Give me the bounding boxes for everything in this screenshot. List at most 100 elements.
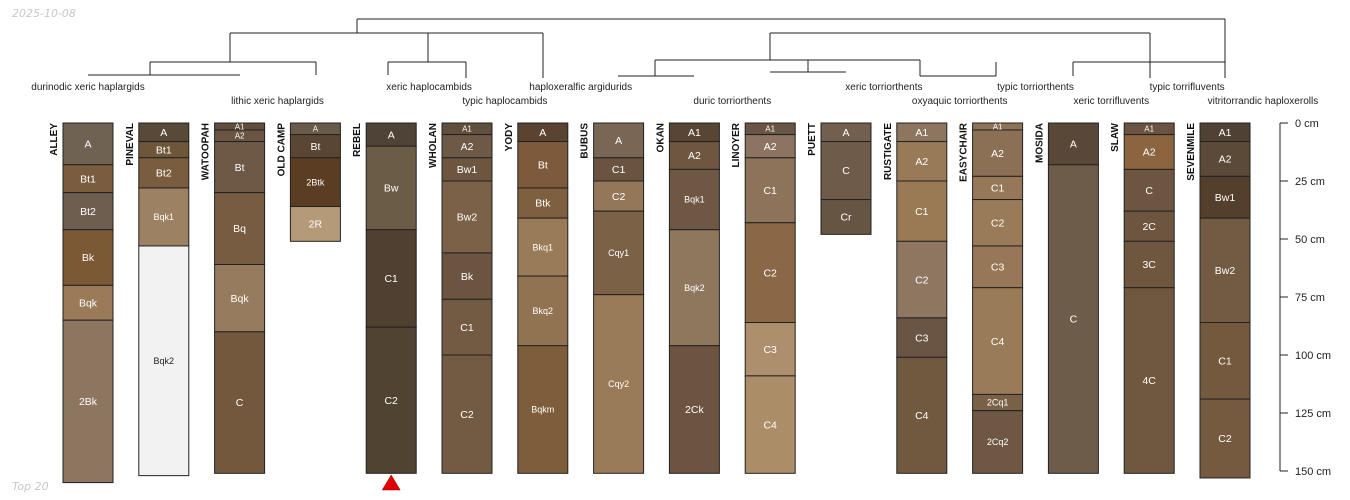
horizon [1047, 164, 1099, 474]
horizon-label: Bt [235, 162, 245, 174]
profile-name: PINEVAL [125, 123, 136, 166]
horizon-label: Bqk2 [684, 283, 705, 293]
horizon [517, 275, 569, 347]
soil-profile: A C1 C2 Cqy1 Cqy2 BUBUS [580, 122, 645, 474]
taxon-label: haploxeralfic argidurids [529, 82, 632, 93]
horizon-label: Bt [310, 141, 320, 153]
horizon [62, 164, 114, 194]
horizon [138, 157, 190, 189]
horizon-label: Bqk2 [154, 356, 175, 366]
horizon-label: Bkq1 [533, 242, 554, 252]
horizon [1123, 287, 1175, 474]
horizon-label: Bw1 [457, 164, 478, 176]
horizon [896, 141, 948, 182]
horizon [972, 410, 1024, 474]
horizon-label: Bk [461, 271, 474, 283]
horizon [668, 168, 720, 231]
horizon-label: C3 [991, 262, 1005, 274]
taxon-label: xeric torriorthents [845, 82, 922, 93]
horizon-label: 2Cq1 [987, 398, 1009, 408]
horizon-label: C1 [460, 322, 474, 334]
selected-profile-marker [381, 474, 401, 491]
horizon-label: C1 [1218, 355, 1232, 367]
horizon-label: A [160, 127, 167, 139]
horizon [668, 345, 720, 474]
horizon-label: 2Btk [306, 177, 325, 187]
horizon-label: Bq [233, 223, 246, 235]
taxon-label: xeric haplocambids [386, 82, 472, 93]
horizon [896, 356, 948, 474]
horizon-label: A [1070, 139, 1077, 151]
horizon-label: C4 [991, 336, 1005, 348]
horizon-label: A1 [993, 122, 1003, 131]
horizon-label: A2 [461, 141, 474, 153]
horizon-label: A [539, 127, 546, 139]
horizon-label: A [313, 125, 319, 134]
taxon-label: xeric torrifluvents [1074, 96, 1150, 107]
horizon [441, 298, 493, 356]
profile-name: RUSTIGATE [883, 123, 894, 180]
horizon [517, 345, 569, 474]
horizon-label: 2Bk [79, 396, 98, 408]
profile-name: OKAN [655, 123, 666, 152]
soil-profile: A Bt1 Bt2 Bqk1 Bqk2 PINEVAL [125, 122, 190, 477]
horizon-label: A2 [235, 132, 245, 141]
horizon [1199, 217, 1251, 324]
horizon-label: Bt1 [80, 173, 96, 185]
profile-name: WHOLAN [428, 123, 439, 168]
horizon-label: C2 [763, 267, 777, 279]
horizon-label: A1 [235, 122, 245, 131]
profile-name: BUBUS [580, 123, 591, 159]
horizon [668, 229, 720, 347]
horizon-label: Bt [538, 159, 548, 171]
horizon-label: Cqy2 [608, 379, 629, 389]
horizon-label: Bqk [231, 293, 250, 305]
horizon [593, 210, 645, 296]
horizon-label: A2 [915, 156, 928, 168]
profile-name: WATOOPAH [201, 123, 212, 180]
axis-tick-label: 75 cm [1295, 292, 1325, 304]
horizon [62, 319, 114, 484]
horizon-label: C3 [915, 332, 929, 344]
taxon-label: vitritorrandic haploxerolls [1208, 96, 1319, 107]
horizon [62, 229, 114, 286]
horizon-label: A [84, 139, 91, 151]
horizon [62, 122, 114, 166]
soil-profile: A1 A2 Bw1 Bw2 C1 C2 SEVENMILE [1186, 122, 1251, 479]
axis-tick-label: 125 cm [1295, 408, 1331, 420]
horizon-label: C1 [384, 273, 398, 285]
horizon-label: C1 [915, 206, 929, 218]
taxon-label: typic torriorthents [997, 82, 1074, 93]
horizon-label: A [842, 127, 849, 139]
horizon [365, 145, 417, 231]
horizon-label: C2 [991, 217, 1005, 229]
horizon-label: A1 [915, 127, 928, 139]
taxon-label: oxyaquic torriorthents [912, 96, 1008, 107]
horizon-label: 2R [309, 219, 323, 231]
horizon-label: Cqy1 [608, 248, 629, 258]
horizon [1123, 168, 1175, 212]
horizon-label: 2C [1142, 221, 1156, 233]
horizon [744, 375, 796, 474]
horizon-label: A1 [1219, 127, 1232, 139]
axis-tick-label: 100 cm [1295, 350, 1331, 362]
axis-tick-label: 25 cm [1295, 176, 1325, 188]
horizon [517, 217, 569, 277]
horizon-label: 3C [1142, 259, 1156, 271]
horizon-label: A [615, 135, 622, 147]
horizon-label: A2 [688, 150, 701, 162]
horizon [820, 199, 872, 235]
horizon [896, 317, 948, 358]
horizon-label: C [236, 397, 244, 409]
horizon [517, 187, 569, 219]
horizon-label: C1 [763, 185, 777, 197]
horizon [62, 192, 114, 231]
horizon-label: C2 [612, 191, 626, 203]
dendrogram: durinodic xeric haplargids lithic xeric h… [31, 18, 1319, 107]
horizon-label: Bt1 [156, 144, 172, 156]
horizon-label: Bqkm [531, 405, 554, 415]
horizon [289, 157, 341, 208]
horizon-label: Bw1 [1215, 192, 1236, 204]
horizon-label: C [842, 165, 850, 177]
soil-profile: A Bw C1 C2 REBEL [352, 122, 417, 474]
